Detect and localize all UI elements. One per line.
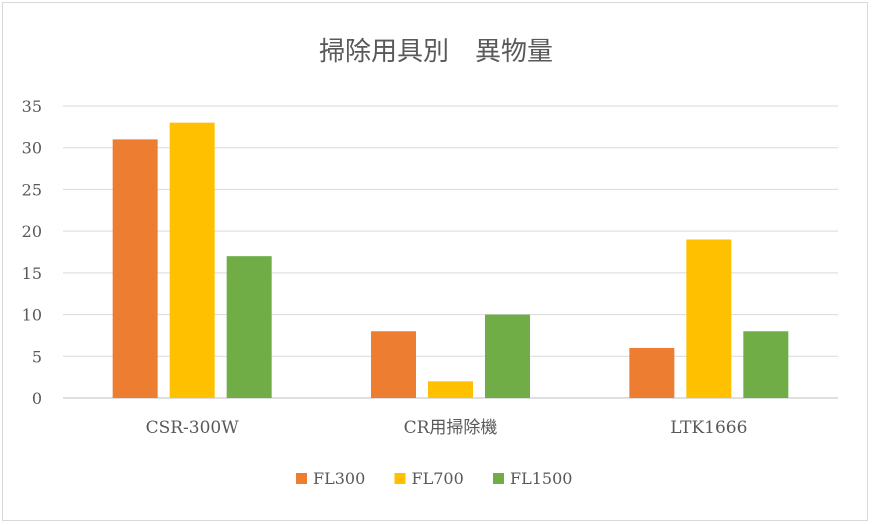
y-tick-label: 20: [22, 222, 42, 241]
chart-title: 掃除用具別 異物量: [319, 37, 553, 67]
bar: [629, 347, 675, 398]
bar: [169, 122, 215, 398]
legend-label: FL700: [412, 469, 464, 488]
legend: FL300 FL700 FL1500: [296, 469, 572, 488]
bar: [485, 314, 530, 398]
legend-label: FL300: [313, 469, 365, 488]
legend-swatch: [296, 473, 307, 484]
y-tick-label: 30: [22, 139, 42, 158]
y-tick-label: 15: [22, 264, 42, 283]
y-tick-label: 10: [22, 306, 42, 325]
y-tick-label: 0: [32, 389, 42, 408]
bar: [226, 256, 272, 398]
y-tick-label: 35: [22, 97, 42, 116]
bar: [371, 331, 416, 398]
x-category-label: CSR-300W: [146, 418, 240, 438]
legend-swatch: [493, 473, 504, 484]
bar: [428, 381, 473, 398]
legend-label: FL1500: [510, 469, 572, 488]
y-tick-label: 25: [22, 180, 42, 199]
bar: [686, 239, 732, 398]
y-axis-ticks: 0 5 10 15 20 25 30 35: [22, 97, 42, 408]
legend-swatch: [394, 473, 406, 484]
bars: [112, 122, 789, 398]
bar: [743, 331, 789, 398]
y-tick-label: 5: [32, 347, 42, 366]
x-category-label: LTK1666: [670, 418, 747, 438]
bar: [112, 139, 158, 398]
x-axis-categories: CSR-300W CR用掃除機 LTK1666: [146, 418, 748, 438]
x-category-label: CR用掃除機: [404, 418, 498, 438]
